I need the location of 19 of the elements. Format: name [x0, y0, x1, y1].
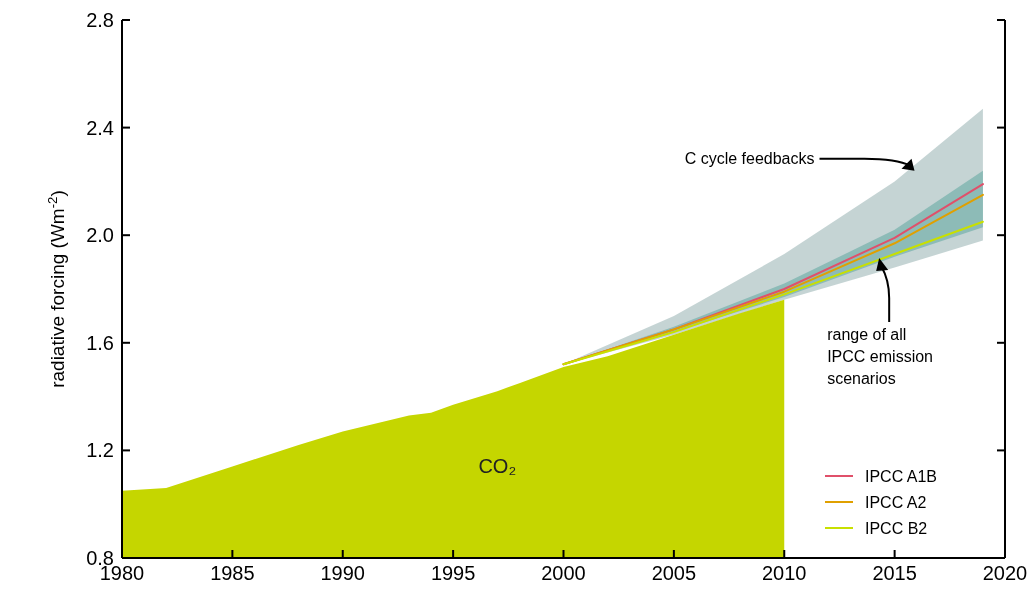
legend-label: IPCC B2	[865, 519, 928, 537]
y-tick-label: 1.6	[86, 331, 114, 354]
x-tick-label: 2020	[982, 562, 1028, 584]
y-tick-label: 2.4	[86, 116, 114, 139]
legend-label: IPCC A1B	[865, 467, 938, 485]
x-tick-label: 2015	[872, 562, 917, 584]
x-tick-label: 1990	[320, 562, 365, 584]
annotation: range of all IPCC emission scenarios	[827, 326, 933, 388]
x-tick-label: 1985	[210, 562, 255, 584]
legend-label: IPCC A2	[865, 493, 927, 511]
y-tick-label: 2.8	[86, 9, 114, 31]
series-label: CO₂	[478, 455, 517, 477]
x-tick-label: 2005	[651, 562, 697, 584]
y-tick-label: 1.2	[86, 439, 114, 462]
x-tick-label: 2000	[541, 562, 586, 584]
y-tick-label: 2.0	[86, 224, 114, 247]
x-tick-label: 1995	[430, 562, 476, 584]
x-tick-label: 2010	[762, 562, 807, 584]
annotation: C cycle feedbacks	[684, 150, 815, 168]
